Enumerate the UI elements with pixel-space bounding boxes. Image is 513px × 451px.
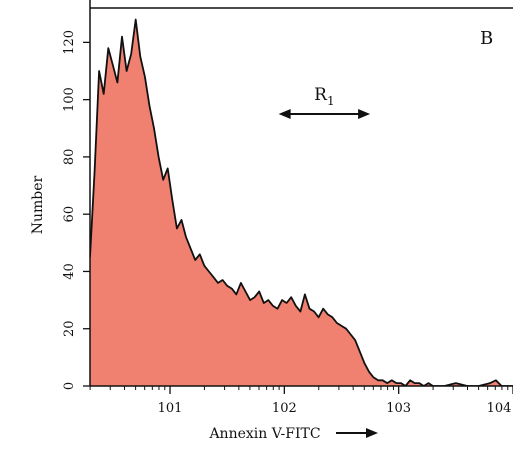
y-tick-label: 40 [62, 263, 77, 280]
y-tick-label: 100 [62, 87, 77, 112]
y-tick-label: 20 [62, 320, 77, 337]
region-r1-label: R1 [314, 85, 334, 108]
y-axis-ticks: 0 20 40 60 80 100 120 [62, 30, 90, 390]
y-tick-label: 60 [62, 206, 77, 223]
x-tick-label: 104 [487, 401, 512, 416]
y-axis-title: Number [30, 175, 46, 234]
x-tick-label: 103 [386, 401, 411, 416]
region-r1-marker: R1 [278, 85, 371, 119]
x-axis-ticks: 101 102 103 104 [89, 386, 513, 416]
y-tick-label: 0 [62, 382, 77, 390]
panel-label: B [480, 28, 493, 49]
y-tick-label: 80 [62, 149, 77, 166]
x-axis-title: Annexin V-FITC [208, 426, 320, 442]
x-tick-label: 101 [158, 401, 183, 416]
x-axis-arrow [336, 428, 378, 438]
histogram-area [90, 19, 513, 386]
histogram-outline [90, 18, 513, 386]
y-tick-label: 120 [62, 30, 77, 55]
x-tick-label: 102 [272, 401, 297, 416]
